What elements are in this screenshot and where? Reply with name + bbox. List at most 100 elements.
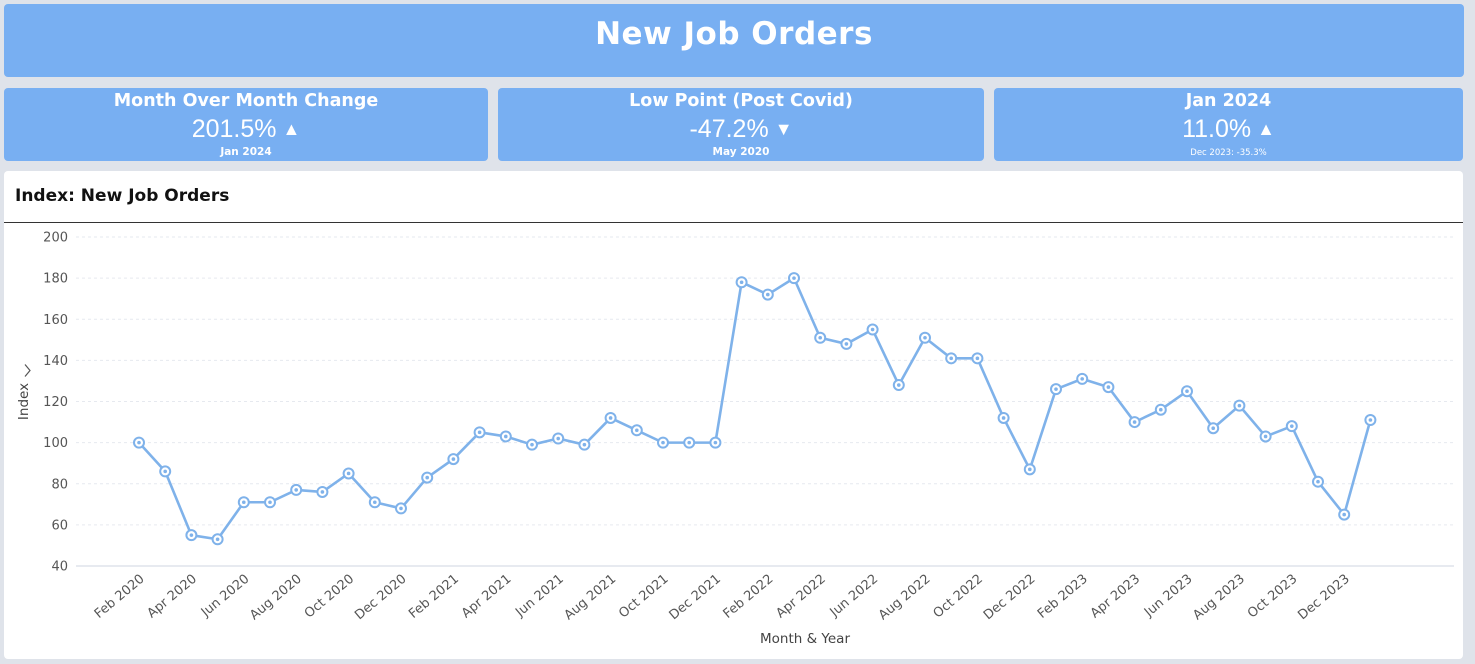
data-point-center bbox=[1028, 467, 1032, 472]
kpi-card-low-point: Low Point (Post Covid) -47.2% ▼ May 2020 bbox=[498, 88, 984, 161]
down-arrow-icon: ▼ bbox=[774, 119, 793, 139]
data-point-center bbox=[1001, 416, 1006, 420]
data-point-center bbox=[268, 500, 272, 505]
x-tick-label: Feb 2021 bbox=[406, 572, 462, 622]
chart-title: Index: New Job Orders bbox=[15, 186, 230, 206]
dashboard-header: New Job Orders bbox=[4, 4, 1464, 77]
y-tick-label: 100 bbox=[43, 436, 68, 451]
data-point-center bbox=[1237, 403, 1242, 408]
data-point-center bbox=[949, 356, 953, 361]
kpi-card-month-over-month: Month Over Month Change 201.5% ▲ Jan 2024 bbox=[4, 88, 488, 161]
data-point-center bbox=[242, 500, 246, 505]
data-point-center bbox=[215, 537, 220, 542]
x-tick-label: Feb 2023 bbox=[1035, 572, 1091, 622]
x-tick-label: Jun 2022 bbox=[827, 572, 881, 621]
data-point-center bbox=[373, 500, 377, 505]
data-point-center bbox=[1316, 479, 1320, 484]
data-point-center bbox=[923, 335, 927, 340]
data-point-center bbox=[897, 383, 901, 387]
y-tick-label: 120 bbox=[43, 395, 68, 410]
x-tick-label: Aug 2021 bbox=[562, 572, 620, 624]
data-point-center bbox=[189, 533, 194, 537]
x-tick-label: Oct 2022 bbox=[931, 572, 986, 622]
data-point-center bbox=[766, 292, 770, 297]
data-point-center bbox=[477, 430, 482, 435]
kpi-value-row: -47.2% ▼ bbox=[498, 115, 984, 144]
data-point-center bbox=[556, 436, 560, 441]
data-point-center bbox=[975, 356, 980, 361]
x-axis-label: Month & Year bbox=[760, 631, 850, 647]
data-point-center bbox=[137, 440, 141, 445]
y-tick-label: 200 bbox=[43, 231, 68, 246]
x-tick-label: Dec 2020 bbox=[352, 572, 409, 624]
y-tick-label: 160 bbox=[43, 313, 68, 328]
x-tick-label: Dec 2022 bbox=[981, 572, 1038, 624]
up-arrow-icon: ▲ bbox=[1257, 119, 1275, 139]
x-tick-label: Jun 2023 bbox=[1141, 572, 1195, 621]
data-point-center bbox=[792, 276, 796, 280]
x-tick-label: Apr 2023 bbox=[1088, 572, 1143, 622]
x-tick-label: Aug 2022 bbox=[876, 572, 934, 624]
x-tick-label: Aug 2020 bbox=[247, 572, 305, 624]
data-point-center bbox=[163, 469, 167, 474]
data-point-center bbox=[1290, 424, 1294, 428]
x-tick-label: Feb 2022 bbox=[721, 572, 777, 622]
data-point-center bbox=[346, 471, 351, 476]
kpi-value: 201.5% bbox=[191, 115, 277, 143]
data-point-center bbox=[739, 280, 744, 285]
kpi-value-row: 201.5% ▲ bbox=[4, 115, 488, 144]
data-point-center bbox=[451, 457, 456, 461]
kpi-card-latest-month: Jan 2024 11.0% ▲ Dec 2023: -35.3% bbox=[994, 88, 1463, 161]
data-point-center bbox=[530, 442, 534, 447]
data-point-center bbox=[582, 442, 587, 447]
x-tick-label: Oct 2023 bbox=[1245, 572, 1300, 622]
data-point-center bbox=[870, 327, 875, 332]
data-point-center bbox=[1132, 420, 1137, 424]
kpi-subtitle: Dec 2023: -35.3% bbox=[1190, 148, 1267, 158]
x-tick-label: Aug 2023 bbox=[1190, 572, 1248, 624]
kpi-value: 11.0% bbox=[1182, 115, 1252, 143]
y-tick-label: 80 bbox=[51, 477, 68, 492]
data-point-center bbox=[320, 490, 325, 494]
kpi-subtitle: Jan 2024 bbox=[220, 146, 272, 158]
data-point-center bbox=[1054, 387, 1058, 391]
data-point-center bbox=[844, 342, 849, 346]
data-point-center bbox=[1080, 377, 1084, 381]
y-axis-label: Index bbox=[16, 383, 32, 420]
chart-panel: Index: New Job Orders 40 60 80 100 120 140 160… bbox=[4, 171, 1463, 659]
kpi-value-row: 11.0% ▲ bbox=[994, 115, 1463, 144]
x-tick-label: Jun 2020 bbox=[198, 572, 252, 621]
x-tick-label: Oct 2021 bbox=[616, 572, 671, 622]
data-point-center bbox=[635, 428, 639, 433]
data-point-center bbox=[1159, 407, 1163, 412]
data-point-center bbox=[687, 440, 691, 445]
data-point-center bbox=[294, 488, 299, 492]
data-point-center bbox=[818, 335, 822, 340]
data-point-center bbox=[608, 416, 613, 420]
x-tick-label: Dec 2023 bbox=[1295, 572, 1352, 624]
kpi-value: -47.2% bbox=[689, 115, 769, 143]
chart-title-divider bbox=[4, 222, 1463, 223]
x-tick-label: Feb 2020 bbox=[92, 572, 148, 622]
x-tick-label: Jun 2021 bbox=[512, 572, 566, 621]
up-arrow-icon: ▲ bbox=[282, 119, 301, 139]
data-point-center bbox=[1106, 385, 1111, 389]
data-point-center bbox=[399, 506, 403, 511]
y-tick-label: 180 bbox=[43, 272, 68, 287]
data-point-center bbox=[1263, 434, 1268, 439]
series-line bbox=[138, 276, 1372, 541]
y-tick-label: 60 bbox=[51, 518, 68, 533]
y-tick-label: 40 bbox=[51, 560, 68, 575]
dashboard-title: New Job Orders bbox=[595, 15, 873, 52]
x-tick-label: Oct 2020 bbox=[302, 572, 357, 622]
data-point-center bbox=[504, 434, 508, 439]
kpi-title: Month Over Month Change bbox=[113, 91, 379, 111]
kpi-title: Low Point (Post Covid) bbox=[629, 91, 853, 111]
x-tick-label: Apr 2021 bbox=[459, 572, 514, 622]
data-point-center bbox=[425, 475, 430, 480]
x-tick-label: Apr 2020 bbox=[145, 572, 200, 622]
x-tick-label: Apr 2022 bbox=[773, 572, 828, 622]
x-tick-label: Dec 2021 bbox=[667, 572, 724, 624]
y-tick-label: 140 bbox=[43, 354, 68, 369]
